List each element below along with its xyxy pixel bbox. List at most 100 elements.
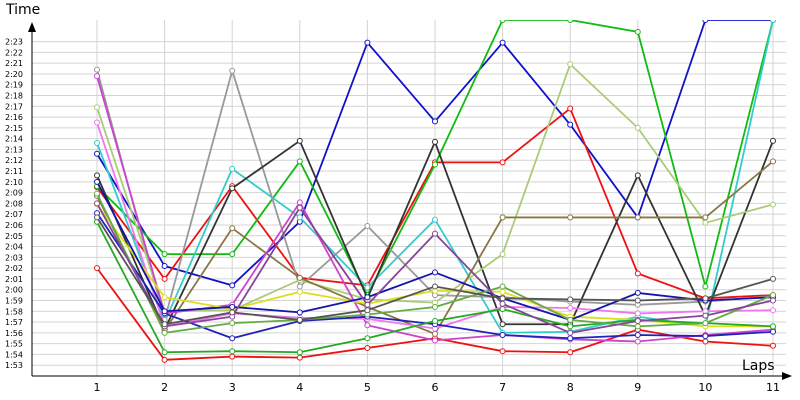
data-point bbox=[229, 67, 236, 74]
series-15 bbox=[94, 218, 776, 356]
data-point bbox=[499, 348, 506, 355]
y-tick-label: 2:20 bbox=[5, 70, 23, 79]
y-tick-label: 2:11 bbox=[5, 167, 23, 176]
data-point bbox=[634, 310, 641, 317]
data-point bbox=[364, 301, 371, 308]
data-point bbox=[161, 308, 168, 315]
data-point bbox=[770, 158, 776, 165]
x-tick-label: 8 bbox=[567, 381, 574, 394]
data-point bbox=[229, 335, 236, 342]
y-tick-label: 2:19 bbox=[5, 81, 23, 90]
data-point bbox=[432, 330, 438, 337]
data-point bbox=[94, 190, 100, 197]
y-tick-label: 2:22 bbox=[5, 48, 23, 57]
x-tick-label: 5 bbox=[364, 381, 371, 394]
data-point bbox=[229, 303, 236, 310]
x-tick-label: 4 bbox=[296, 381, 303, 394]
x-tick-label: 9 bbox=[634, 381, 641, 394]
data-point bbox=[770, 297, 776, 304]
x-tick-labels: 1 2 3 4 5 6 7 8 9 10 11 bbox=[94, 381, 781, 394]
data-point bbox=[770, 342, 776, 349]
data-point bbox=[229, 185, 236, 192]
data-point bbox=[296, 137, 303, 144]
data-point bbox=[567, 323, 574, 330]
data-point bbox=[432, 118, 438, 125]
data-point bbox=[770, 328, 776, 335]
data-point bbox=[432, 230, 438, 237]
y-tick-label: 2:17 bbox=[5, 102, 23, 111]
data-point bbox=[634, 124, 641, 131]
data-point bbox=[770, 20, 776, 23]
data-point bbox=[296, 354, 303, 361]
data-point bbox=[702, 312, 709, 319]
y-tick-label: 2:13 bbox=[5, 145, 23, 154]
y-tick-label: 1:53 bbox=[5, 361, 23, 370]
x-tick-label: 3 bbox=[229, 381, 236, 394]
data-point bbox=[296, 349, 303, 356]
data-point bbox=[229, 251, 236, 258]
data-point bbox=[634, 323, 641, 330]
data-point bbox=[432, 216, 438, 223]
y-tick-label: 2:18 bbox=[5, 92, 23, 101]
data-point bbox=[364, 307, 371, 314]
data-point bbox=[634, 332, 641, 339]
data-point bbox=[161, 356, 168, 363]
data-point bbox=[702, 320, 709, 327]
data-point bbox=[364, 294, 371, 301]
data-point bbox=[499, 288, 506, 295]
data-point bbox=[229, 348, 236, 355]
data-point bbox=[432, 138, 438, 145]
data-point bbox=[567, 316, 574, 323]
data-point bbox=[499, 214, 506, 221]
data-point bbox=[94, 200, 100, 207]
data-point bbox=[702, 295, 709, 302]
data-point bbox=[567, 105, 574, 112]
y-tick-label: 2:02 bbox=[5, 264, 23, 273]
data-point bbox=[94, 104, 100, 111]
x-tick-label: 1 bbox=[94, 381, 101, 394]
data-point bbox=[296, 204, 303, 211]
data-point bbox=[499, 321, 506, 328]
data-point bbox=[296, 316, 303, 323]
data-point bbox=[229, 165, 236, 172]
data-point bbox=[499, 20, 506, 23]
y-tick-label: 2:21 bbox=[5, 59, 23, 68]
data-point bbox=[161, 262, 168, 269]
x-tick-label: 7 bbox=[499, 381, 506, 394]
data-point bbox=[770, 323, 776, 330]
data-point bbox=[567, 335, 574, 342]
data-point bbox=[702, 338, 709, 345]
data-point bbox=[702, 214, 709, 221]
data-point bbox=[161, 321, 168, 328]
x-axis-arrow-icon bbox=[782, 372, 792, 380]
data-point bbox=[567, 305, 574, 312]
data-point bbox=[567, 296, 574, 303]
data-point bbox=[229, 309, 236, 316]
data-point bbox=[94, 214, 100, 221]
series-4 bbox=[94, 20, 776, 299]
data-point bbox=[567, 349, 574, 356]
y-tick-label: 2:08 bbox=[5, 199, 23, 208]
data-point bbox=[432, 283, 438, 290]
y-tick-label: 2:01 bbox=[5, 275, 23, 284]
axes bbox=[28, 22, 792, 380]
y-tick-label: 2:06 bbox=[5, 221, 23, 230]
data-point bbox=[229, 225, 236, 232]
data-point bbox=[94, 66, 100, 73]
data-point bbox=[94, 172, 100, 179]
data-point bbox=[94, 150, 100, 157]
data-point bbox=[499, 306, 506, 313]
x-axis-title: Laps bbox=[742, 358, 775, 374]
y-tick-label: 1:58 bbox=[5, 307, 23, 316]
data-point bbox=[229, 320, 236, 327]
data-point bbox=[364, 223, 371, 230]
data-point bbox=[634, 28, 641, 35]
data-point bbox=[770, 201, 776, 208]
data-point bbox=[634, 214, 641, 221]
data-point bbox=[94, 265, 100, 272]
y-axis-title: Time bbox=[5, 2, 40, 18]
data-point bbox=[499, 251, 506, 258]
data-point bbox=[702, 219, 709, 226]
data-point bbox=[499, 300, 506, 307]
